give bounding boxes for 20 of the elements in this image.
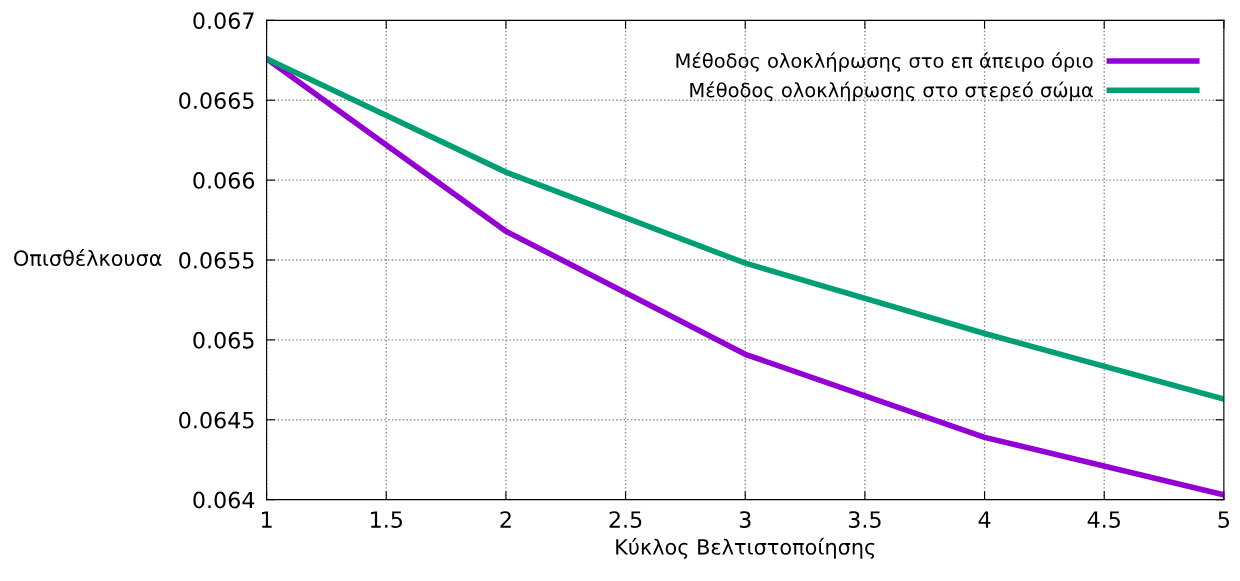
y-tick-label: 0.065 (193, 331, 254, 349)
x-tick-label: 1 (261, 511, 272, 528)
x-tick-label: 5 (1218, 511, 1230, 528)
legend-label: Μέθοδος ολοκλήρωσης στο επ άπειρο όριο (676, 52, 1093, 72)
y-tick-label: 0.0645 (179, 411, 254, 429)
y-tick-label: 0.0655 (179, 251, 254, 269)
y-tick-label: 0.067 (193, 12, 254, 30)
y-tick-label: 0.0665 (179, 92, 254, 109)
y-tick-label: 0.064 (193, 491, 255, 509)
x-tick-label: 3.5 (848, 511, 881, 528)
x-tick-label: 3 (739, 511, 751, 528)
y-tick-label: 0.066 (193, 172, 255, 189)
x-tick-label: 1.5 (371, 511, 402, 528)
legend-label: Μέθοδος ολοκλήρωσης στο στερεό σώμα (690, 81, 1093, 102)
x-tick-label: 4.5 (1087, 511, 1120, 528)
x-tick-label: 4 (978, 511, 991, 528)
x-tick-label: 2.5 (609, 511, 642, 528)
x-axis-title: Κύκλος Βελτιστοποίησης (616, 537, 875, 559)
x-tick-label: 2 (500, 511, 511, 528)
y-axis-title: Οπισθέλκουσα (14, 249, 162, 267)
